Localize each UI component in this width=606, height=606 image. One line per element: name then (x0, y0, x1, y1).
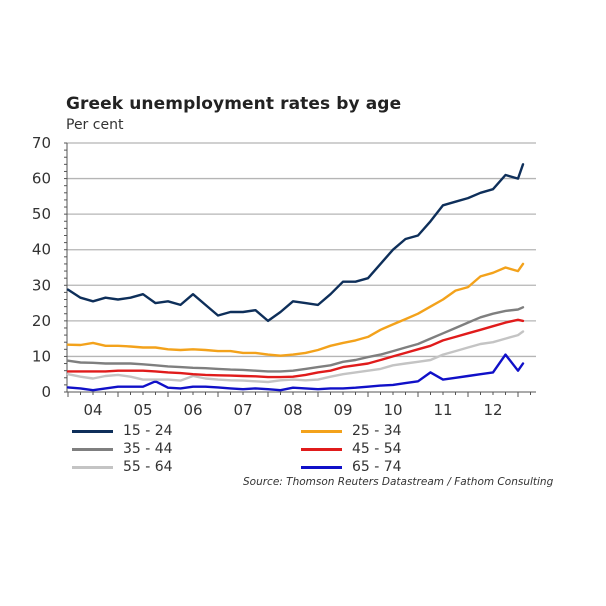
legend-label: 55 - 64 (123, 459, 173, 475)
source-note: Source: Thomson Reuters Datastream / Fat… (243, 476, 554, 488)
x-tick-label: 06 (183, 401, 202, 419)
series-lines (66, 163, 525, 392)
series-line-25-34 (66, 262, 525, 357)
y-tick-label: 30 (32, 276, 51, 294)
y-tick-label: 0 (41, 383, 51, 401)
series-line-35-44 (66, 306, 525, 373)
chart-title: Greek unemployment rates by age (66, 94, 402, 114)
legend-line-icon (72, 447, 113, 451)
x-tick-label: 09 (333, 401, 352, 419)
y-tick-label: 40 (32, 241, 51, 259)
axes (64, 142, 536, 397)
legend-line-icon (301, 429, 342, 433)
y-tick-label: 20 (32, 312, 51, 330)
y-tick-label: 70 (32, 134, 51, 152)
x-tick-label: 04 (83, 401, 102, 419)
legend-label: 25 - 34 (352, 423, 402, 439)
x-tick-label: 05 (133, 401, 152, 419)
legend-item-25-34: 25 - 34 (301, 422, 402, 440)
legend-label: 35 - 44 (123, 441, 173, 457)
x-axis-tick-labels: 04 05 06 07 08 09 10 11 12 (83, 401, 502, 419)
legend-line-icon (72, 465, 113, 469)
x-tick-label: 08 (283, 401, 302, 419)
legend-label: 65 - 74 (352, 459, 402, 475)
legend-item-65-74: 65 - 74 (301, 458, 402, 476)
gridlines (67, 142, 536, 358)
y-tick-label: 10 (32, 347, 51, 365)
series-line-65-74 (66, 353, 525, 392)
legend-label: 15 - 24 (123, 423, 173, 439)
legend-line-icon (301, 465, 342, 469)
legend-label: 45 - 54 (352, 441, 402, 457)
series-line-45-54 (66, 318, 525, 379)
y-tick-label: 50 (32, 205, 51, 223)
x-tick-label: 07 (233, 401, 252, 419)
legend-line-icon (72, 429, 113, 433)
series-line-55-64 (66, 330, 525, 384)
legend-item-55-64: 55 - 64 (72, 458, 173, 476)
legend-item-15-24: 15 - 24 (72, 422, 173, 440)
series-line-15-24 (66, 163, 525, 323)
y-tick-label: 60 (32, 170, 51, 188)
legend-item-45-54: 45 - 54 (301, 440, 402, 458)
legend-item-35-44: 35 - 44 (72, 440, 173, 458)
chart-subtitle: Per cent (66, 117, 124, 133)
x-tick-label: 12 (483, 401, 502, 419)
x-tick-label: 10 (383, 401, 402, 419)
x-tick-label: 11 (433, 401, 452, 419)
y-axis-tick-labels: 0 10 20 30 40 50 60 70 (32, 134, 51, 401)
legend-line-icon (301, 447, 342, 451)
